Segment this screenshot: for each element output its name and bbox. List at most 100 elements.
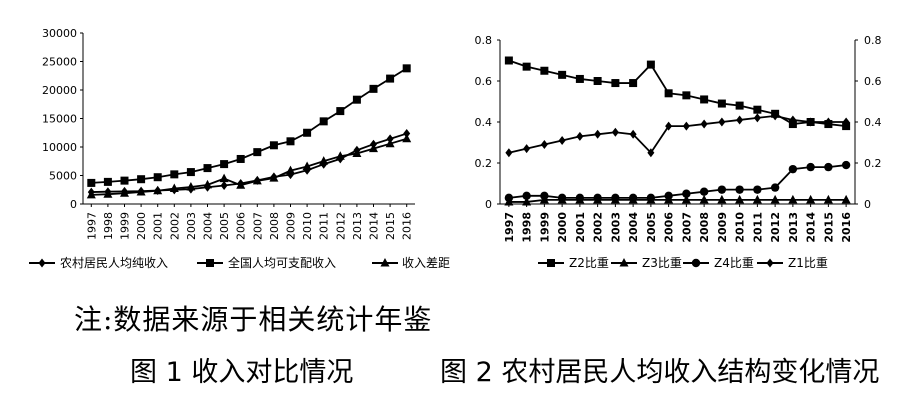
chart2-series-4-point — [576, 131, 584, 141]
chart1-legend-label: 农村居民人均纯收入 — [60, 256, 168, 270]
chart2-x-tick-label: 2013 — [787, 212, 800, 243]
chart1-series-2-point — [336, 107, 345, 116]
chart1-x-tick-label: 2011 — [318, 212, 331, 240]
chart1-series-2-point — [120, 176, 129, 185]
chart1-series-1-point — [403, 129, 411, 139]
chart1-x-tick-label: 2013 — [351, 212, 364, 240]
chart2-series-4-point — [789, 115, 797, 125]
chart2-series-3-point — [628, 193, 638, 203]
chart2-series-3-point — [735, 185, 744, 194]
chart2-series-3-point — [646, 193, 656, 203]
chart2-series-2-point — [806, 194, 816, 204]
chart1-x-tick-label: 2001 — [152, 212, 165, 240]
chart2-series-line-1 — [508, 59, 847, 127]
chart1-x-tick-label: 2003 — [185, 212, 198, 240]
chart1-series-3-point — [169, 183, 179, 192]
chart2-series-1-point — [735, 101, 744, 110]
chart1-series-3-point — [186, 182, 196, 191]
chart2-series-4-point — [842, 117, 850, 127]
chart2-series-1-point — [700, 95, 709, 104]
chart2-series-1-point — [540, 66, 549, 75]
chart2-series-3-point — [611, 193, 620, 203]
chart2-series-4-point — [558, 135, 566, 145]
chart1-x-tick-label: 2000 — [135, 212, 148, 240]
chart2-series-4-point — [753, 113, 761, 123]
chart2-series-4-point — [611, 127, 619, 137]
chart2-series-4-point — [505, 148, 513, 158]
chart1-series-2-point — [369, 84, 378, 93]
chart2-series-3-point — [664, 191, 673, 200]
chart2-series-4-point — [771, 111, 779, 121]
chart1-series-2-point — [153, 173, 162, 182]
chart2-series-3-point — [593, 193, 602, 203]
chart2-series-1-point — [629, 79, 638, 88]
chart2-series-4-point — [629, 129, 637, 139]
chart2-left-tick-label: 0 — [485, 198, 492, 211]
chart1-legend-label: 全国人均可支配收入 — [228, 255, 336, 270]
chart2-legend-label: Z4比重 — [714, 256, 754, 270]
chart1-series-3-point — [352, 148, 362, 157]
chart1-y-tick-label: 5000 — [49, 170, 77, 183]
chart1-x-tick-label: 2004 — [202, 212, 215, 240]
chart1-series-2-point — [386, 74, 395, 83]
chart1-series-3-point — [103, 189, 113, 198]
chart2-x-tick-label: 2012 — [769, 212, 782, 243]
chart2-series-4-point — [718, 117, 726, 127]
chart1-x-tick-label: 2006 — [235, 212, 248, 240]
chart1-series-2-point — [87, 178, 96, 187]
chart1-series-1-point — [220, 180, 228, 190]
chart2-series-1-point — [611, 79, 620, 88]
chart2-x-tick-label: 2015 — [822, 212, 835, 243]
chart1-legend-1-marker — [38, 258, 46, 268]
chart1-series-line-2 — [91, 67, 408, 184]
chart1-x-tick-label: 1999 — [119, 212, 132, 240]
chart1-x-tick-label: 2010 — [301, 212, 314, 240]
chart1-series-3-point — [252, 175, 262, 185]
chart2-x-tick-label: 2007 — [680, 212, 693, 243]
chart2-right-tick-label: 0 — [864, 198, 871, 211]
chart2-series-3-point — [753, 185, 762, 194]
chart1-series-2-point — [103, 177, 112, 186]
chart1-series-2-point — [269, 141, 278, 150]
chart1-series-2-point — [170, 170, 179, 179]
chart2-series-4-point — [523, 144, 531, 154]
chart1-series-2-point — [303, 128, 312, 137]
chart2-series-2-point — [823, 194, 833, 204]
chart1-series-3-point — [302, 161, 312, 170]
chart1-x-tick-label: 2014 — [368, 212, 381, 240]
chart1-y-tick-label: 10000 — [42, 141, 77, 154]
chart2-series-2-point — [735, 194, 745, 204]
chart2-x-tick-label: 1999 — [538, 212, 551, 243]
chart1-series-3-point — [120, 188, 129, 197]
chart2-series-4-point — [824, 117, 832, 127]
chart2-series-1-point — [575, 74, 584, 83]
chart2-series-1-point — [504, 56, 513, 65]
chart2-series-3-point — [699, 187, 709, 196]
chart1-series-2-point — [319, 117, 328, 126]
chart2-x-tick-label: 2004 — [627, 212, 640, 243]
chart2-series-4-point — [647, 148, 655, 158]
chart1-x-tick-label: 2005 — [218, 212, 231, 240]
chart2-series-2-point — [770, 194, 780, 204]
chart2-x-tick-label: 2006 — [663, 212, 676, 243]
chart2-legend-label: Z2比重 — [569, 256, 609, 270]
chart1-series-2-point — [203, 164, 212, 173]
chart1-series-3-point — [219, 173, 229, 183]
chart1-series-line-3 — [91, 137, 407, 196]
chart1-series-3-point — [136, 187, 146, 196]
chart2-series-2-point — [699, 194, 709, 204]
chart2-series-4-point — [736, 115, 744, 125]
chart1-series-3-point — [319, 156, 329, 165]
chart2-legend-label: Z1比重 — [788, 256, 828, 270]
chart2-series-1-point — [522, 62, 531, 71]
chart2-right-tick-label: 0.8 — [864, 34, 882, 47]
chart2-series-2-point — [681, 194, 691, 204]
chart2-x-tick-label: 2005 — [645, 212, 658, 243]
chart2-x-tick-label: 2003 — [609, 212, 622, 243]
chart1-x-tick-label: 2015 — [384, 212, 397, 240]
chart2-series-4-point — [594, 129, 602, 139]
chart2-legend-label: Z3比重 — [642, 256, 682, 270]
chart1-x-tick-label: 2002 — [168, 212, 181, 240]
chart2-x-tick-label: 2010 — [734, 212, 747, 243]
chart2-series-3-point — [540, 191, 549, 200]
